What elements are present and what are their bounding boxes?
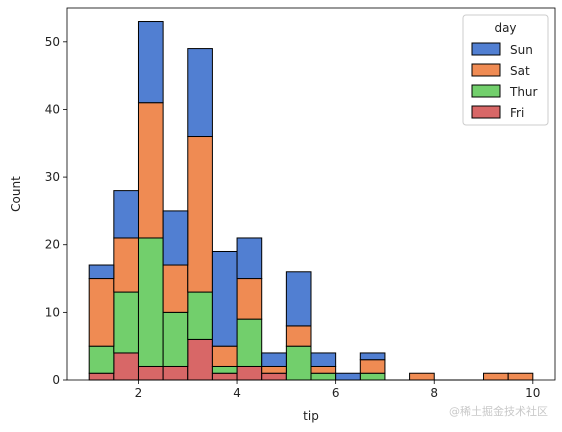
bar-thur-bin-2	[137, 237, 164, 367]
bar-sun-bin-2	[137, 21, 164, 104]
bar-sat-bin-3	[162, 264, 189, 313]
bar-thur-bin-1	[113, 291, 139, 354]
bar-thur-bin-11	[359, 372, 386, 381]
bar-sun-bin-1	[113, 190, 139, 239]
bar-thur-bin-5	[211, 365, 238, 374]
y-tick-label-30: 30	[45, 170, 60, 184]
watermark-text: @稀土掘金技术社区	[449, 404, 548, 418]
bar-sat-bin-4	[187, 136, 213, 293]
bar-sat-bin-6	[236, 278, 263, 320]
bar-fri-bin-2	[137, 365, 164, 381]
x-tick-label-4: 4	[233, 386, 241, 400]
x-tick-label-10: 10	[525, 386, 540, 400]
x-axis-label: tip	[303, 409, 319, 423]
legend-title: day	[494, 21, 516, 35]
legend-label-sat: Sat	[510, 64, 530, 78]
legend-label-fri: Fri	[510, 106, 524, 120]
legend-swatch-sat	[471, 63, 501, 77]
bar-fri-bin-1	[113, 352, 139, 381]
y-tick-label-10: 10	[45, 305, 60, 319]
bar-sun-bin-5	[211, 250, 238, 347]
bar-fri-bin-4	[187, 338, 213, 381]
bar-sat-bin-9	[310, 365, 337, 374]
bar-sun-bin-7	[261, 352, 287, 367]
legend: day Sun Sat Thur Fri	[462, 14, 549, 126]
bar-sun-bin-0	[88, 264, 115, 280]
legend-swatch-fri	[471, 105, 501, 119]
bar-fri-bin-0	[88, 372, 115, 381]
bar-sat-bin-2	[137, 102, 164, 239]
legend-swatch-thur	[471, 84, 501, 98]
y-axis-ticks: 0 10 20 30 40 50	[45, 35, 67, 387]
y-axis-label: Count	[9, 176, 23, 212]
bar-sun-bin-8	[285, 271, 312, 327]
bar-thur-bin-9	[310, 372, 337, 381]
bar-sun-bin-6	[236, 237, 263, 280]
bar-sat-bin-13	[409, 372, 435, 381]
bar-sun-bin-9	[310, 352, 337, 367]
y-tick-label-40: 40	[45, 102, 60, 116]
axes-frame	[66, 7, 556, 381]
bar-sun-bin-4	[187, 48, 213, 138]
x-tick-label-2: 2	[135, 386, 143, 400]
bar-sat-bin-16	[483, 372, 509, 381]
x-tick-label-6: 6	[332, 386, 340, 400]
y-tick-label-0: 0	[52, 373, 60, 387]
bar-sat-bin-11	[359, 359, 386, 374]
bar-fri-bin-5	[211, 372, 238, 381]
bar-thur-bin-6	[236, 318, 263, 367]
bar-thur-bin-8	[285, 345, 312, 381]
bar-fri-bin-6	[236, 365, 263, 381]
legend-swatch-sun	[471, 42, 501, 56]
bar-sat-bin-0	[88, 278, 115, 347]
y-tick-label-50: 50	[45, 35, 60, 49]
bar-fri-bin-7	[261, 372, 287, 381]
bar-sat-bin-5	[211, 345, 238, 367]
bars-group	[88, 21, 534, 381]
bar-sat-bin-8	[285, 325, 312, 347]
bar-fri-bin-3	[162, 365, 189, 381]
legend-label-thur: Thur	[509, 85, 538, 99]
x-axis-ticks: 2 4 6 8 10	[135, 380, 540, 400]
bar-sun-bin-11	[359, 352, 386, 361]
bar-thur-bin-4	[187, 291, 213, 340]
bar-sat-bin-17	[507, 372, 534, 381]
bar-thur-bin-0	[88, 345, 115, 374]
bar-thur-bin-3	[162, 311, 189, 367]
bar-sun-bin-10	[335, 372, 361, 381]
bar-sun-bin-3	[162, 210, 189, 266]
bar-sat-bin-7	[261, 365, 287, 374]
x-tick-label-8: 8	[430, 386, 438, 400]
bar-sat-bin-1	[113, 237, 139, 293]
y-tick-label-20: 20	[45, 238, 60, 252]
legend-label-sun: Sun	[510, 43, 533, 57]
